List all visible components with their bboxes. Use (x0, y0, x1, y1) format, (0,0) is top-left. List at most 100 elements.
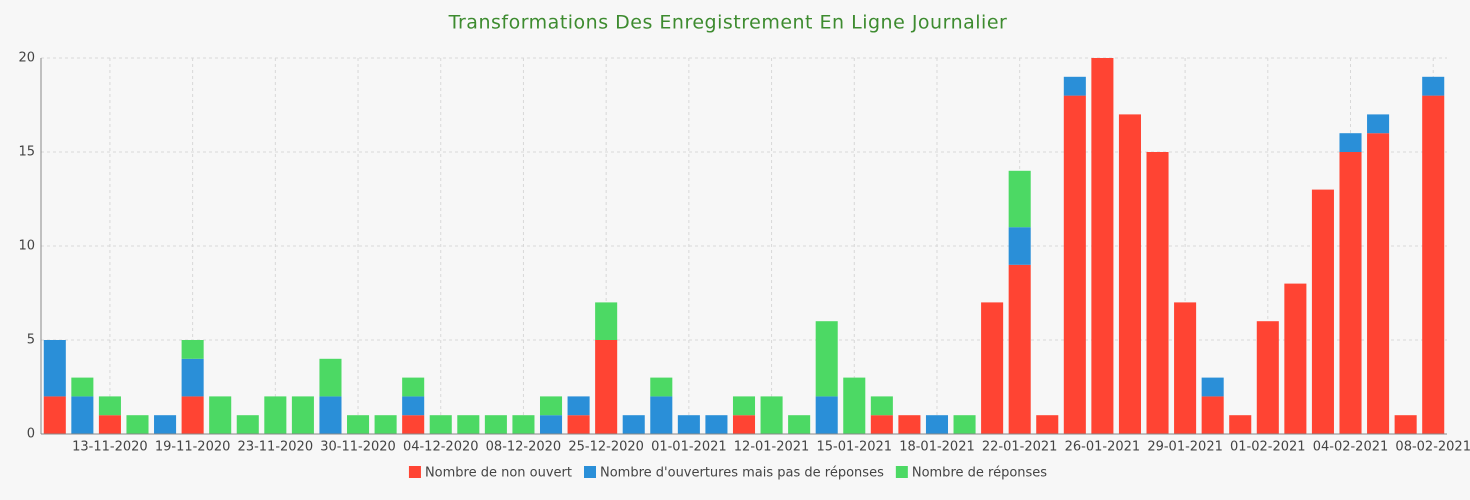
bar-segment (457, 415, 480, 434)
bar-segment (815, 321, 838, 397)
bar-segment (567, 415, 590, 434)
bar-segment (1091, 58, 1114, 434)
bar-segment (126, 415, 149, 434)
x-tick-label: 13-11-2020 (72, 440, 148, 455)
bar-segment (898, 415, 921, 434)
legend-swatch (584, 466, 596, 478)
x-tick-label: 08-12-2020 (486, 440, 562, 455)
bar-segment (870, 396, 893, 416)
bar-segment (1063, 76, 1086, 96)
bar-segment (622, 415, 645, 434)
bar-segment (732, 415, 756, 434)
bar-segment (1229, 415, 1252, 434)
y-tick-label: 20 (18, 51, 35, 66)
bar-segment (925, 415, 949, 434)
x-tick-label: 18-01-2021 (899, 440, 975, 455)
bar-segment (512, 415, 535, 434)
bar-segment (154, 415, 177, 434)
x-tick-label: 01-01-2021 (651, 440, 727, 455)
x-tick-label: 26-01-2021 (1065, 440, 1141, 455)
x-tick-label: 30-11-2020 (320, 440, 396, 455)
x-tick-label: 15-01-2021 (816, 440, 892, 455)
bar-segment (1201, 377, 1224, 397)
legend-label: Nombre de non ouvert (425, 466, 572, 481)
bar-segment (181, 358, 204, 397)
bar-segment (815, 396, 838, 434)
x-tick-label: 12-01-2021 (734, 440, 810, 455)
bar-segment (1036, 415, 1059, 434)
bar-segment (705, 415, 728, 434)
bar-segment (788, 415, 811, 434)
bar-segment (71, 377, 94, 397)
bar-segment (1339, 133, 1362, 152)
y-tick-label: 15 (18, 145, 35, 160)
bar-segment (402, 377, 425, 397)
bar-segment (1284, 283, 1307, 434)
y-tick-label: 5 (27, 333, 35, 348)
bar-segment (1008, 264, 1031, 434)
bar-segment (1311, 189, 1334, 434)
bar-segment (1201, 396, 1224, 434)
bar-segment (1422, 95, 1445, 434)
bar-segment (870, 415, 893, 434)
bar-segment (484, 415, 507, 434)
x-tick-label: 19-11-2020 (155, 440, 231, 455)
x-tick-label: 22-01-2021 (982, 440, 1058, 455)
bar-segment (1256, 321, 1279, 434)
bar-segment (595, 340, 618, 434)
bar-segment (1174, 302, 1197, 434)
bar-segment (71, 396, 94, 434)
x-tick-label: 01-02-2021 (1230, 440, 1306, 455)
bar-segment (1146, 152, 1169, 434)
bar-segment (347, 415, 370, 434)
x-tick-label: 23-11-2020 (238, 440, 314, 455)
bar-segment (843, 377, 866, 434)
legend-swatch (895, 466, 908, 478)
legend-label: Nombre d'ouvertures mais pas de réponses (600, 466, 884, 481)
legend-label: Nombre de réponses (912, 466, 1047, 481)
bar-segment (595, 302, 618, 340)
bar-segment (181, 340, 204, 359)
bar-segment (567, 396, 590, 416)
bar-segment (650, 377, 673, 397)
bar-segment (43, 396, 66, 434)
bar-segment (1008, 227, 1031, 265)
bar-segment (291, 396, 314, 434)
bar-segment (677, 415, 700, 434)
bar-segment (209, 396, 232, 434)
y-tick-label: 10 (18, 239, 35, 254)
bar-segment (236, 415, 259, 434)
bar-segment (1394, 415, 1417, 434)
x-tick-label: 04-02-2021 (1313, 440, 1389, 455)
bar-segment (98, 396, 121, 416)
bar-segment (539, 396, 563, 416)
bar-segment (1008, 170, 1031, 228)
y-tick-label: 0 (27, 427, 35, 442)
bar-segment (319, 396, 342, 434)
bar-segment (953, 415, 976, 434)
bar-segment (319, 358, 342, 397)
bar-segment (1339, 152, 1362, 434)
bar-segment (264, 396, 287, 434)
x-tick-label: 29-01-2021 (1147, 440, 1223, 455)
bar-segment (1063, 95, 1086, 434)
legend-swatch (408, 466, 421, 478)
bar-segment (43, 340, 66, 397)
x-tick-label: 08-02-2021 (1395, 440, 1470, 455)
bar-segment (402, 396, 425, 416)
bar-segment (539, 415, 563, 434)
bar-segment (98, 415, 121, 434)
x-tick-label: 04-12-2020 (403, 440, 479, 455)
bar-segment (374, 415, 397, 434)
bar-segment (732, 396, 756, 416)
bar-segment (981, 302, 1004, 434)
bar-segment (1118, 114, 1141, 435)
bar-segment (650, 396, 673, 434)
x-tick-label: 25-12-2020 (568, 440, 644, 455)
chart-title: Transformations Des Enregistrement En Li… (448, 12, 1008, 34)
bar-segment (1367, 114, 1390, 134)
bar-segment (1367, 133, 1390, 434)
bar-segment (760, 396, 783, 434)
bar-segment (1422, 76, 1445, 96)
